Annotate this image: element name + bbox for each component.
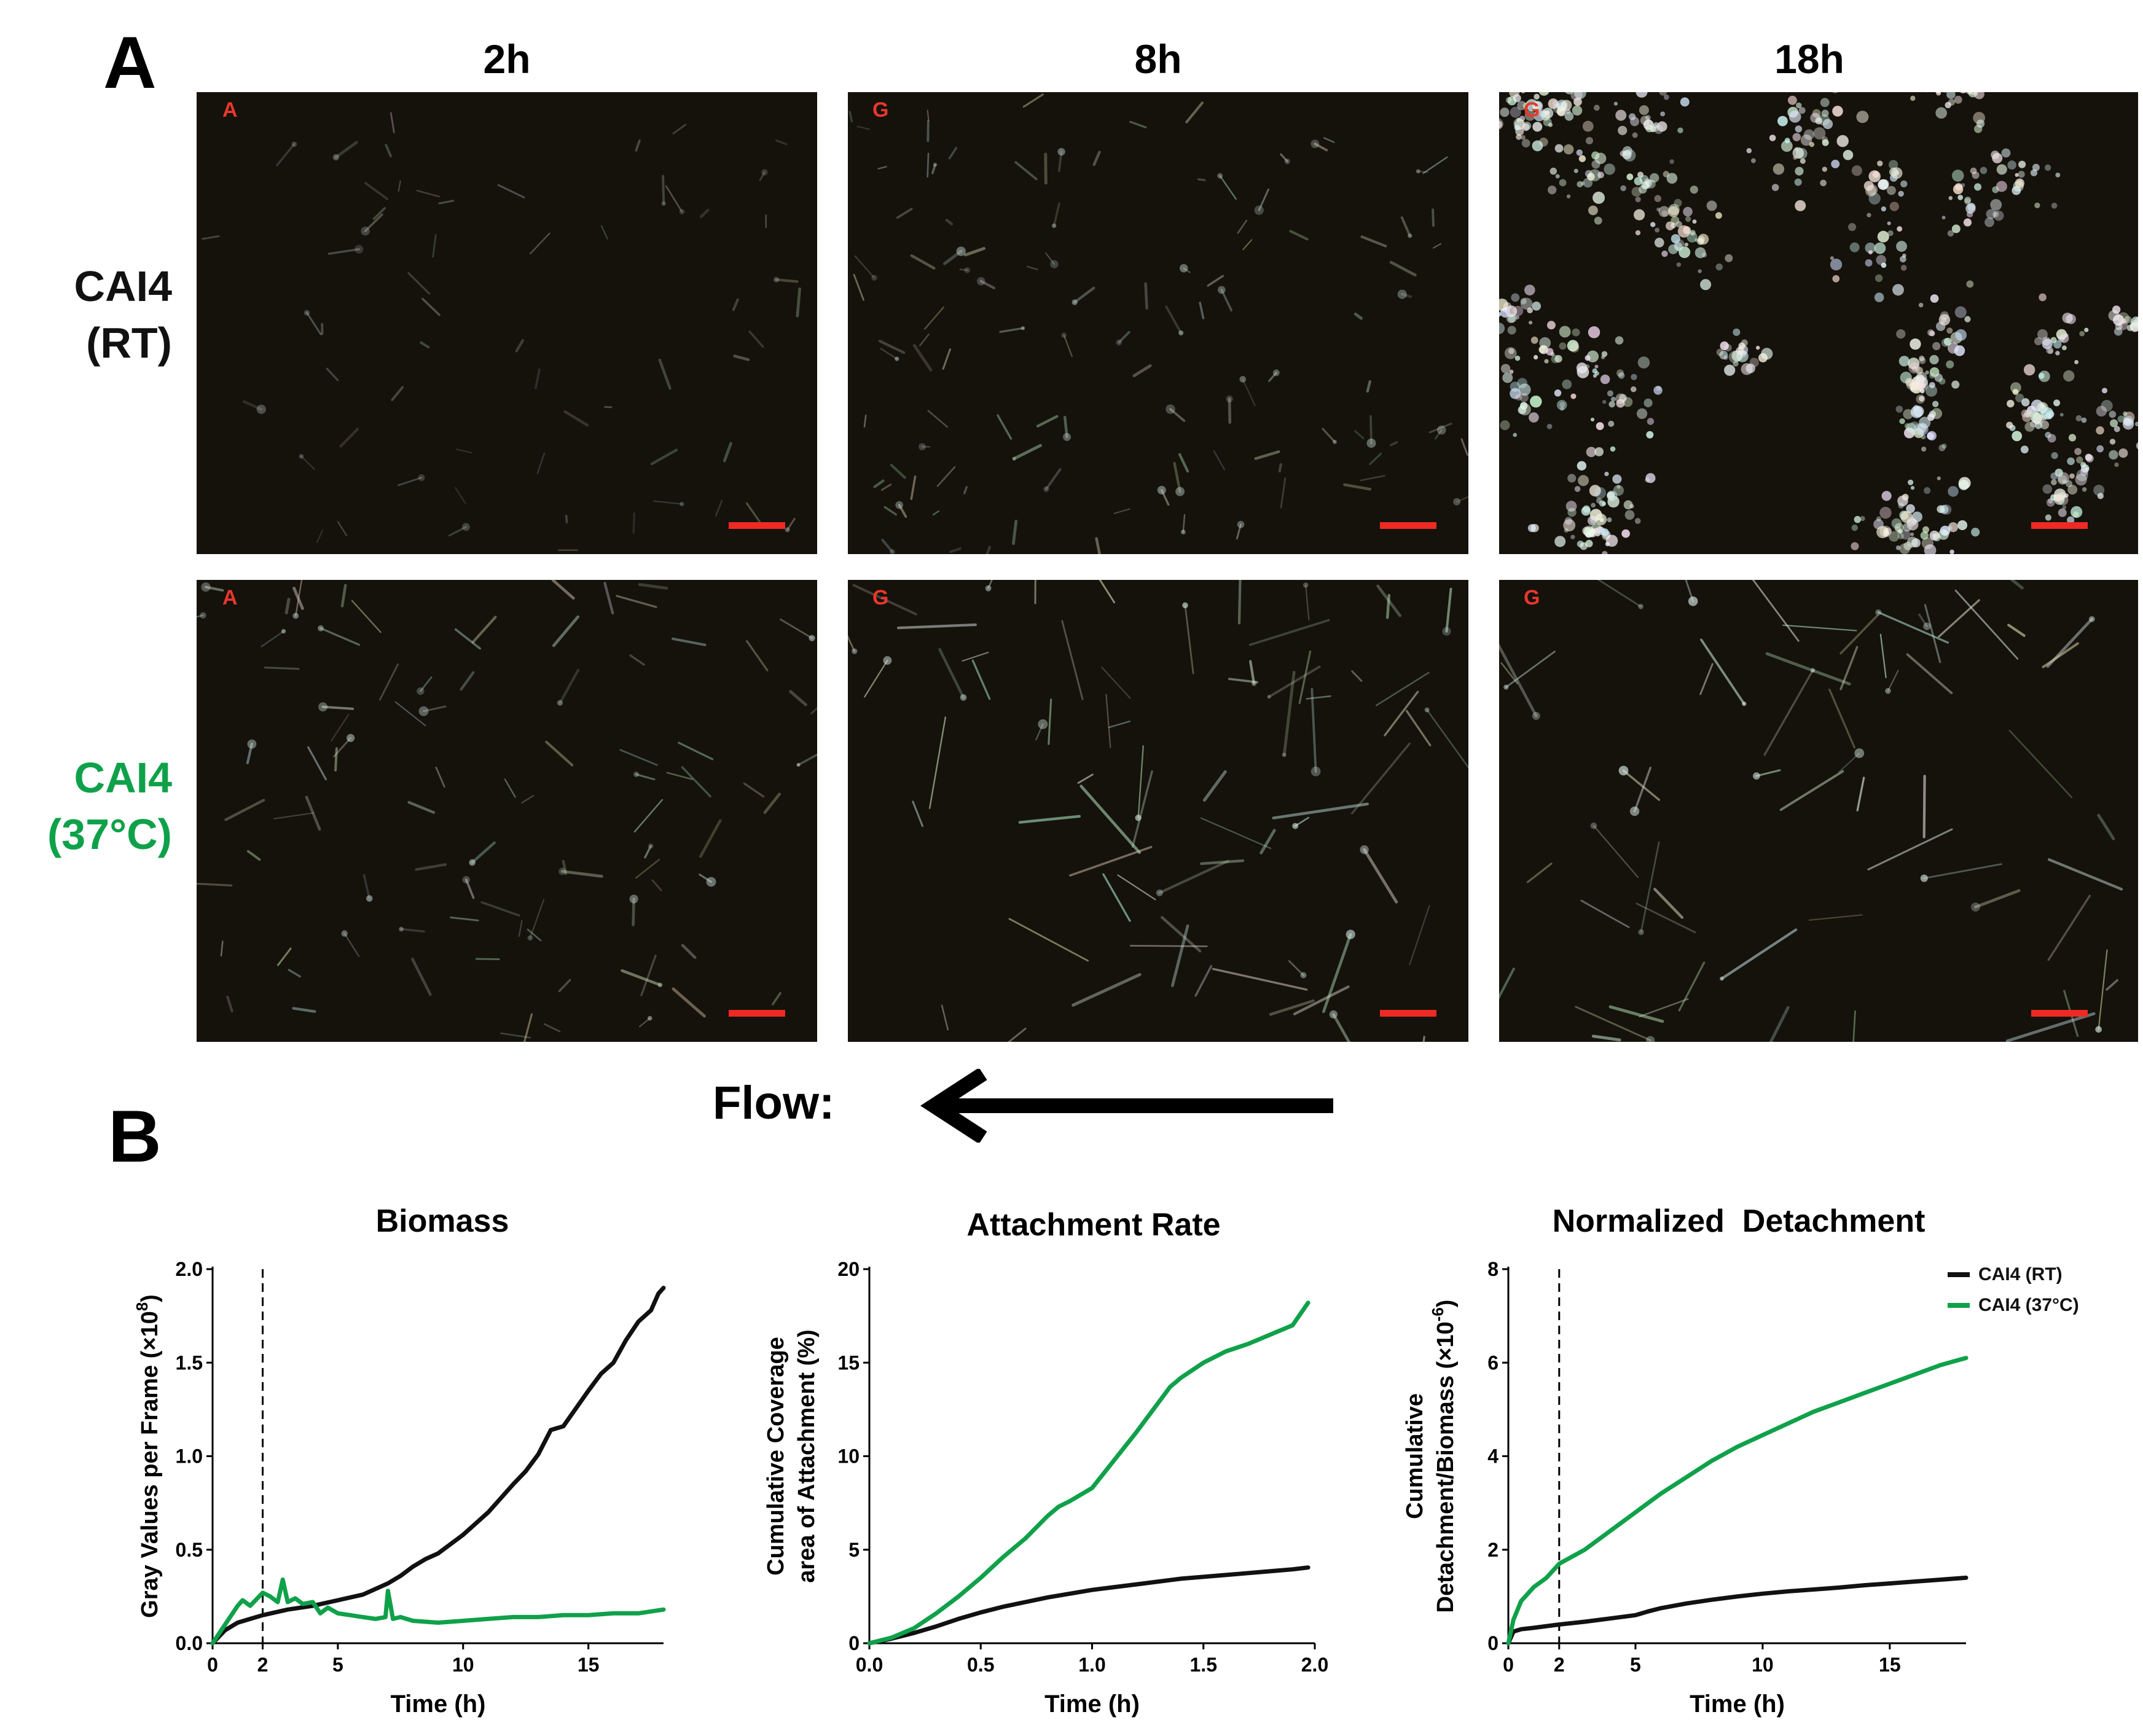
series-line-rt — [210, 1286, 666, 1646]
x-tick-label: 5 — [1630, 1654, 1641, 1676]
micrograph-texture — [848, 580, 1468, 1042]
legend-swatch-rt — [1948, 1272, 1970, 1277]
scale-bar — [2031, 1010, 2088, 1017]
biomass-chart: 0.0 0.5 1.0 1.5 2.0 0 2 5 10 15 Time (h) Gray Value… — [133, 1258, 666, 1718]
y-tick-label: 1.5 — [176, 1351, 203, 1374]
x-tick-label: 15 — [1879, 1654, 1901, 1676]
y-tick-label: 0.0 — [176, 1632, 203, 1654]
micrograph-texture — [202, 112, 802, 551]
chart-title-detachment: Normalized Detachment — [1552, 1203, 1926, 1239]
row-label-rt-line1: CAI4 — [74, 262, 172, 310]
micrograph-texture — [848, 93, 1468, 554]
micrograph-37c-2h — [197, 580, 817, 1042]
y-tick-label: 2 — [1487, 1539, 1499, 1561]
scale-bar — [1380, 1010, 1436, 1017]
y-axis-label-line2: area of Attachment (%) — [794, 1329, 820, 1582]
x-tick-label: 10 — [1752, 1654, 1774, 1676]
series-line-37c — [210, 1578, 666, 1646]
image-tag: G — [872, 586, 889, 609]
column-label-2h: 2h — [483, 36, 531, 82]
x-axis-label: Time (h) — [391, 1691, 486, 1718]
chart-title-attachment: Attachment Rate — [966, 1207, 1221, 1243]
image-tag: A — [222, 586, 238, 609]
micrograph-texture — [1499, 92, 2138, 554]
series-line-37c — [867, 1300, 1310, 1646]
y-tick-label: 5 — [848, 1539, 860, 1561]
series-line-rt — [1506, 1575, 1969, 1646]
panel-letter-b: B — [108, 1095, 162, 1178]
micrograph-texture — [1499, 580, 2123, 1042]
y-tick-label: 10 — [837, 1445, 860, 1468]
attachment-rate-chart: 0 5 10 15 20 0.0 0.5 1.0 1.5 2.0 Time (h) Cumulativ… — [763, 1258, 1328, 1718]
column-label-8h: 8h — [1134, 36, 1182, 82]
legend: CAI4 (RT) CAI4 (37°C) — [1948, 1259, 2132, 1321]
legend-entry-37c: CAI4 (37°C) — [1948, 1290, 2132, 1321]
y-tick-label: 8 — [1487, 1258, 1499, 1280]
x-tick-label: 0 — [207, 1654, 218, 1676]
y-tick-label: 2.0 — [176, 1258, 203, 1280]
row-label-37c-line2: (37°C) — [47, 810, 172, 858]
y-tick-label: 4 — [1487, 1445, 1499, 1468]
scale-bar — [1380, 522, 1436, 529]
scale-bar — [729, 522, 785, 529]
row-label-rt-line2: (RT) — [86, 319, 172, 367]
x-tick-label: 15 — [578, 1654, 600, 1676]
y-tick-label: 15 — [837, 1351, 860, 1374]
row-label-37c: CAI4 (37°C) — [12, 749, 172, 862]
image-tag: G — [1524, 98, 1540, 122]
y-tick-label: 1.0 — [176, 1445, 203, 1468]
scale-bar — [729, 1010, 785, 1017]
micrograph-rt-8h — [848, 92, 1468, 554]
y-tick-label: 0 — [1487, 1632, 1499, 1654]
x-tick-label: 2.0 — [1301, 1654, 1328, 1676]
panel-letter-a: A — [103, 22, 157, 104]
micrograph-37c-18h — [1499, 580, 2138, 1042]
normalized-detachment-chart: 0 2 4 6 8 0 2 5 10 15 Time (h) Cumulative Detachment… — [1402, 1258, 1969, 1718]
series-line-rt — [867, 1565, 1310, 1646]
image-tag: A — [222, 98, 238, 122]
y-tick-label: 0 — [848, 1632, 860, 1654]
x-tick-label: 0.5 — [967, 1654, 994, 1676]
y-tick-label: 6 — [1487, 1351, 1499, 1374]
flow-label: Flow: — [713, 1077, 835, 1129]
legend-swatch-37c — [1948, 1303, 1970, 1308]
x-tick-label: 0 — [1503, 1654, 1514, 1676]
micrograph-rt-2h — [197, 92, 817, 554]
y-axis-label: Cumulative Coverage — [763, 1337, 789, 1576]
x-tick-label: 1.5 — [1190, 1654, 1217, 1676]
chart-title-biomass: Biomass — [375, 1203, 509, 1239]
legend-entry-rt: CAI4 (RT) — [1948, 1259, 2132, 1290]
image-tag: G — [1524, 586, 1540, 609]
micrograph-rt-18h — [1499, 92, 2138, 554]
series-line-37c — [1506, 1356, 1969, 1646]
y-tick-label: 0.5 — [176, 1539, 203, 1561]
x-tick-label: 2 — [257, 1654, 268, 1676]
x-tick-label: 2 — [1554, 1654, 1565, 1676]
legend-label-37c: CAI4 (37°C) — [1978, 1295, 2079, 1315]
row-label-rt: CAI4 (RT) — [12, 258, 172, 371]
x-tick-label: 1.0 — [1078, 1654, 1105, 1676]
y-axis-label: Cumulative — [1402, 1393, 1428, 1519]
y-axis-label-line2: Detachment/Biomass (×10-6) — [1428, 1300, 1459, 1613]
column-label-18h: 18h — [1774, 36, 1844, 82]
scale-bar — [2031, 522, 2088, 529]
micrograph-37c-8h — [848, 580, 1468, 1042]
x-tick-label: 5 — [332, 1654, 343, 1676]
y-axis-label: Gray Values per Frame (×108) — [133, 1294, 163, 1618]
row-label-37c-line1: CAI4 — [74, 754, 172, 802]
micrograph-texture — [197, 580, 817, 1042]
x-axis-label: Time (h) — [1044, 1691, 1140, 1718]
flow-arrow-icon — [920, 1069, 1333, 1143]
x-tick-label: 0.0 — [856, 1654, 883, 1676]
x-tick-label: 10 — [452, 1654, 474, 1676]
image-tag: G — [872, 98, 889, 122]
y-tick-label: 20 — [837, 1258, 860, 1280]
x-axis-label: Time (h) — [1690, 1691, 1785, 1718]
legend-label-rt: CAI4 (RT) — [1978, 1264, 2063, 1284]
